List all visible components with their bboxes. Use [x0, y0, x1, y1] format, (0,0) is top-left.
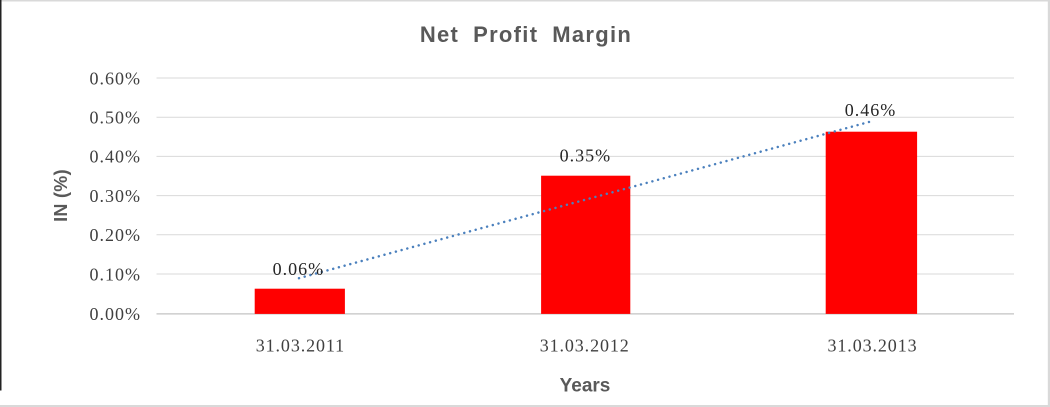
svg-text:0.20%: 0.20% — [90, 225, 142, 245]
svg-text:31.03.2013: 31.03.2013 — [828, 336, 918, 356]
svg-text:0.30%: 0.30% — [90, 186, 142, 206]
svg-text:0.10%: 0.10% — [90, 264, 142, 284]
svg-text:Net Profit Margin: Net Profit Margin — [420, 22, 632, 47]
svg-text:31.03.2011: 31.03.2011 — [256, 336, 345, 356]
svg-text:IN (%): IN (%) — [51, 169, 71, 222]
svg-text:0.60%: 0.60% — [90, 68, 142, 88]
svg-text:0.06%: 0.06% — [273, 259, 325, 279]
svg-text:0.46%: 0.46% — [845, 100, 897, 120]
svg-text:0.40%: 0.40% — [90, 147, 142, 167]
svg-text:0.00%: 0.00% — [90, 304, 142, 324]
svg-text:Years: Years — [560, 376, 611, 397]
svg-text:0.50%: 0.50% — [90, 108, 142, 128]
svg-text:31.03.2012: 31.03.2012 — [540, 336, 630, 356]
svg-text:0.35%: 0.35% — [560, 145, 612, 165]
